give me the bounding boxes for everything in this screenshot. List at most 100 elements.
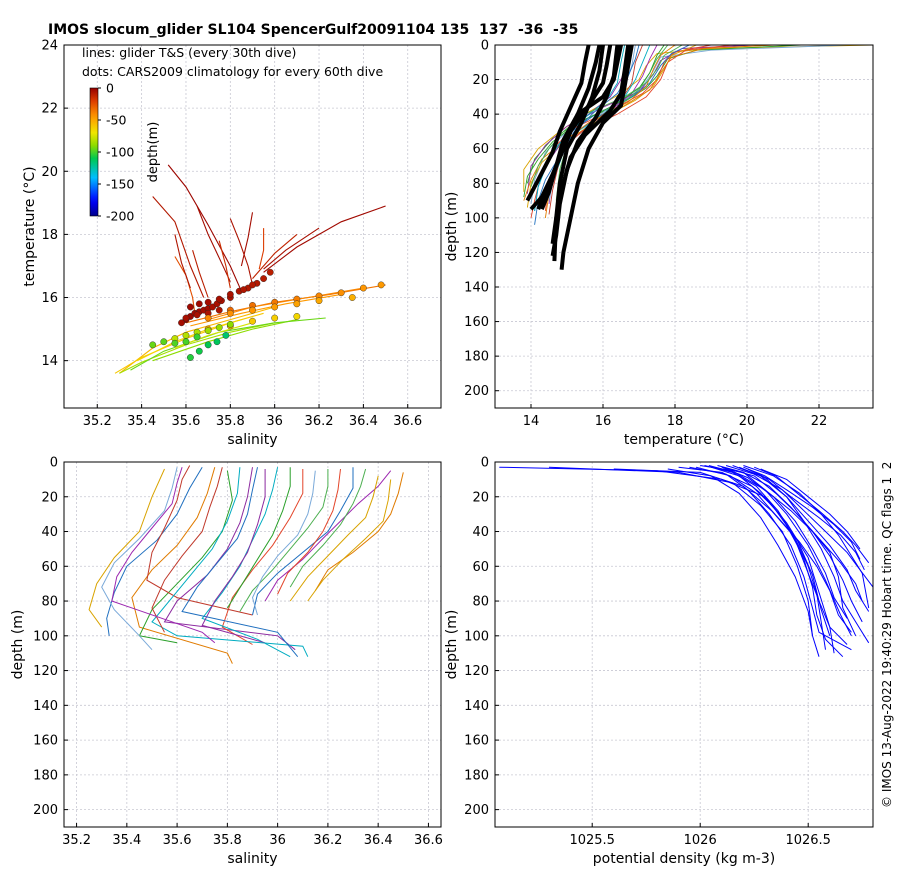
temp-xtick-label: 16: [595, 414, 612, 429]
dens-xlabel: potential density (kg m-3): [593, 851, 775, 867]
ts-ytick-label: 14: [41, 354, 58, 369]
ts-glider-line: [167, 164, 242, 292]
sal-series-group: [88, 465, 404, 664]
temp-ytick-label: 40: [472, 108, 489, 123]
ts-climatology-dot: [193, 333, 201, 341]
sal-glider-line: [289, 475, 379, 602]
temp-ytick-label: 100: [464, 211, 489, 226]
sal-glider-line: [101, 467, 178, 651]
dens-ytick-label: 140: [464, 699, 489, 714]
dens-glider-line: [700, 465, 852, 637]
ts-glider-line: [258, 228, 265, 270]
sal-glider-line: [201, 467, 291, 658]
ts-climatology-dot: [195, 347, 203, 355]
sal-ytick-label: 40: [41, 525, 58, 540]
temp-ytick-label: 20: [472, 73, 489, 88]
ts-climatology-dot: [222, 331, 230, 339]
sal-glider-line: [314, 472, 404, 591]
sal-ytick-label: 0: [50, 456, 58, 471]
ts-xtick-label: 36.2: [305, 414, 334, 429]
temp-series-group: [523, 45, 873, 270]
ts-climatology-dot: [193, 311, 201, 319]
ts-climatology-dot: [204, 298, 212, 306]
ts-glider-line: [152, 319, 298, 362]
sal-glider-line: [221, 469, 304, 645]
dens-glider-line: [708, 465, 857, 637]
sal-glider-line: [251, 470, 316, 616]
colorbar-tick-label: -50: [106, 113, 126, 128]
sal-xtick-label: 36.4: [364, 833, 393, 848]
ts-glider-line: [252, 233, 298, 279]
colorbar-tick-label: -150: [106, 177, 134, 192]
sal-glider-line: [138, 470, 233, 644]
dens-glider-line: [704, 465, 826, 650]
ts-axes: 35.2 35.4 35.6 35.8 36 36.2 36.4 36.6 14 16 18 20 22…: [41, 39, 441, 429]
temp-xtick-label: 20: [739, 414, 756, 429]
ts-xtick-label: 35.8: [216, 414, 245, 429]
colorbar-tick-label: -200: [106, 209, 134, 224]
sal-xtick-label: 36: [269, 833, 286, 848]
ts-ytick-label: 24: [41, 39, 58, 54]
dens-ylabel: depth (m): [444, 610, 460, 680]
ts-climatology-dot: [182, 314, 190, 322]
dens-ytick-label: 0: [481, 456, 489, 471]
sal-xtick-label: 35.2: [62, 833, 91, 848]
temp-ytick-label: 60: [472, 142, 489, 157]
ts-climatology-dot: [249, 306, 256, 314]
sal-frame: [63, 461, 442, 828]
temp-climatology-line: [559, 45, 634, 270]
ts-frame: [63, 44, 442, 409]
dens-glider-line: [760, 468, 861, 550]
dens-glider-line: [732, 465, 870, 612]
dens-ytick-label: 160: [464, 734, 489, 749]
dens-glider-line: [678, 466, 844, 658]
ts-ytick-label: 16: [41, 291, 58, 306]
ts-legend-dots: dots: CARS2009 climatology for every 60t…: [82, 64, 383, 79]
temp-ytick-label: 0: [481, 39, 489, 54]
colorbar-tick-label: -100: [106, 145, 134, 160]
ts-climatology-dot: [187, 303, 194, 311]
ts-glider-line: [196, 205, 231, 282]
sal-ytick-label: 180: [33, 768, 58, 783]
dens-ytick-label: 80: [472, 595, 489, 610]
dens-glider-line: [743, 465, 870, 609]
temp-glider-line: [534, 45, 640, 225]
sal-glider-line: [226, 467, 291, 609]
dens-frame: [494, 461, 874, 828]
sal-xtick-label: 35.4: [112, 833, 141, 848]
ts-glider-line: [152, 196, 205, 298]
ts-xtick-label: 35.4: [127, 414, 156, 429]
sal-ytick-label: 200: [33, 803, 58, 818]
sal-xtick-label: 35.6: [163, 833, 192, 848]
ts-climatology-dot: [204, 341, 212, 349]
temp-xtick-label: 22: [811, 414, 828, 429]
sal-ytick-label: 120: [33, 664, 58, 679]
ts-xtick-label: 36: [266, 414, 283, 429]
dens-glider-line: [743, 466, 861, 560]
sal-xlabel: salinity: [227, 851, 277, 867]
sal-glider-line: [277, 468, 341, 595]
dens-glider-line: [747, 468, 865, 571]
ts-climatology-dot: [249, 317, 256, 325]
ts-climatology-dot: [195, 300, 203, 308]
ts-ylabel: temperature (°C): [22, 166, 38, 286]
sal-xtick-label: 35.8: [213, 833, 242, 848]
sal-ytick-label: 80: [41, 595, 58, 610]
ts-climatology-dot: [182, 338, 190, 346]
ts-ytick-label: 18: [41, 228, 58, 243]
dens-glider-line: [689, 466, 852, 651]
temp-xtick-label: 14: [523, 414, 540, 429]
sal-glider-line: [307, 479, 392, 602]
sal-glider-line: [201, 469, 266, 644]
ts-legend-lines: lines: glider T&S (every 30th dive): [82, 45, 296, 60]
ts-climatology-dot: [293, 313, 301, 320]
dens-glider-line: [721, 466, 848, 619]
temp-ytick-label: 180: [464, 350, 489, 365]
sal-xtick-label: 36.2: [313, 833, 342, 848]
temp-climatology-line: [550, 45, 620, 257]
ts-climatology-dot: [266, 268, 274, 276]
ts-glider-line: [192, 250, 209, 298]
temp-climatology-line: [529, 45, 602, 211]
ts-glider-line: [136, 319, 242, 362]
